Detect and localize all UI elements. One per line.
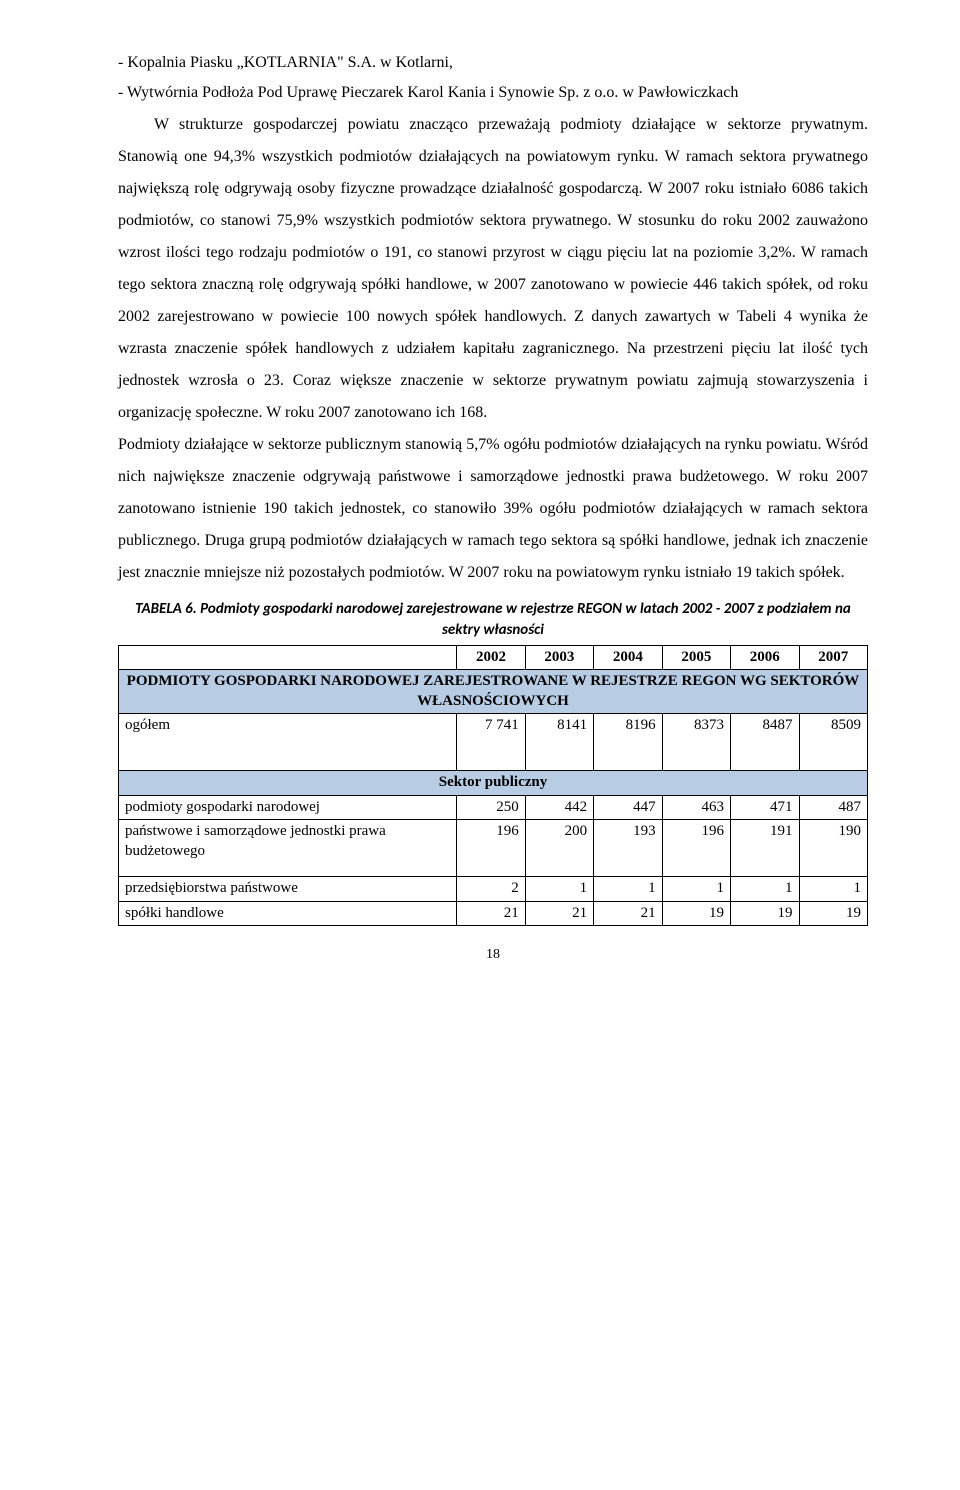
year-cell: 2004: [594, 645, 662, 670]
paragraph-1: W strukturze gospodarczej powiatu znaczą…: [118, 109, 868, 429]
value-cell: 21: [457, 901, 525, 926]
value-cell: 447: [594, 795, 662, 820]
value-cell: 463: [662, 795, 730, 820]
value-cell: 7 741: [457, 714, 525, 771]
year-cell: 2002: [457, 645, 525, 670]
table-row-years: 2002 2003 2004 2005 2006 2007: [119, 645, 868, 670]
row-label: państwowe i samorządowe jednostki prawa …: [119, 820, 457, 877]
table-row-sh: spółki handlowe 21 21 21 19 19 19: [119, 901, 868, 926]
value-cell: 8196: [594, 714, 662, 771]
value-cell: 19: [662, 901, 730, 926]
value-cell: 442: [525, 795, 593, 820]
value-cell: 200: [525, 820, 593, 877]
value-cell: 19: [799, 901, 868, 926]
paragraph-2: Podmioty działające w sektorze publiczny…: [118, 429, 868, 589]
table-row-band-2: Sektor publiczny: [119, 771, 868, 796]
page-number: 18: [118, 948, 868, 962]
value-cell: 8141: [525, 714, 593, 771]
document-page: - Kopalnia Piasku „KOTLARNIA" S.A. w Kot…: [0, 0, 960, 992]
value-cell: 1: [799, 877, 868, 902]
table-row-ogolem: ogółem 7 741 8141 8196 8373 8487 8509: [119, 714, 868, 771]
table-row-band-1: PODMIOTY GOSPODARKI NARODOWEJ ZAREJESTRO…: [119, 670, 868, 714]
table-caption: TABELA 6. Podmioty gospodarki narodowej …: [118, 599, 868, 641]
band-cell: Sektor publiczny: [119, 771, 868, 796]
table-row-pgn: podmioty gospodarki narodowej 250 442 44…: [119, 795, 868, 820]
year-cell: 2003: [525, 645, 593, 670]
bullet-item-1: - Kopalnia Piasku „KOTLARNIA" S.A. w Kot…: [118, 48, 868, 78]
value-cell: 1: [662, 877, 730, 902]
table-row-pp: przedsiębiorstwa państwowe 2 1 1 1 1 1: [119, 877, 868, 902]
value-cell: 21: [525, 901, 593, 926]
value-cell: 8487: [731, 714, 799, 771]
year-cell: 2005: [662, 645, 730, 670]
year-cell: 2006: [731, 645, 799, 670]
value-cell: 1: [731, 877, 799, 902]
value-cell: 190: [799, 820, 868, 877]
value-cell: 2: [457, 877, 525, 902]
data-table: 2002 2003 2004 2005 2006 2007 PODMIOTY G…: [118, 645, 868, 927]
value-cell: 193: [594, 820, 662, 877]
value-cell: 250: [457, 795, 525, 820]
value-cell: 1: [594, 877, 662, 902]
row-label: ogółem: [119, 714, 457, 771]
cell-empty: [119, 645, 457, 670]
row-label: podmioty gospodarki narodowej: [119, 795, 457, 820]
value-cell: 196: [662, 820, 730, 877]
row-label: przedsiębiorstwa państwowe: [119, 877, 457, 902]
value-cell: 487: [799, 795, 868, 820]
value-cell: 19: [731, 901, 799, 926]
value-cell: 8373: [662, 714, 730, 771]
year-cell: 2007: [799, 645, 868, 670]
band-cell: PODMIOTY GOSPODARKI NARODOWEJ ZAREJESTRO…: [119, 670, 868, 714]
value-cell: 471: [731, 795, 799, 820]
value-cell: 8509: [799, 714, 868, 771]
value-cell: 1: [525, 877, 593, 902]
row-label: spółki handlowe: [119, 901, 457, 926]
value-cell: 21: [594, 901, 662, 926]
bullet-item-2: - Wytwórnia Podłoża Pod Uprawę Pieczarek…: [118, 78, 868, 108]
table-row-pisj: państwowe i samorządowe jednostki prawa …: [119, 820, 868, 877]
value-cell: 191: [731, 820, 799, 877]
value-cell: 196: [457, 820, 525, 877]
